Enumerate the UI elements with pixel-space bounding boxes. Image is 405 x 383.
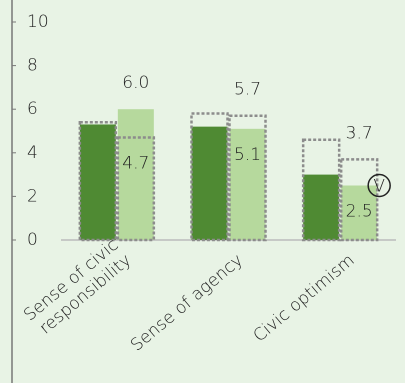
reference-outline xyxy=(190,112,229,242)
value-label: 6.0 xyxy=(122,73,149,93)
y-tick-label: 0 xyxy=(27,230,38,250)
value-label: 3.7 xyxy=(346,123,373,143)
reference-outline xyxy=(301,138,341,242)
bar xyxy=(117,109,154,240)
y-tick-label: 6 xyxy=(27,99,38,119)
reference-outline xyxy=(339,158,379,242)
value-label: 5.7 xyxy=(234,80,261,100)
bar xyxy=(191,126,228,240)
bar xyxy=(341,185,378,240)
annotation: V xyxy=(373,177,385,197)
value-label: 4.7 xyxy=(122,154,149,174)
annotation-circle xyxy=(367,173,391,198)
bar xyxy=(303,174,340,240)
value-label: 2.5 xyxy=(346,202,373,222)
y-tick-label: 10 xyxy=(27,12,49,32)
bar xyxy=(229,128,266,240)
y-tick-label: 4 xyxy=(27,143,38,163)
bar xyxy=(79,124,116,240)
y-tick-label: 2 xyxy=(27,186,38,206)
value-label: 5.1 xyxy=(234,145,261,165)
reference-outline xyxy=(78,121,118,242)
reference-outline xyxy=(228,114,267,242)
y-tick-label: 8 xyxy=(27,56,38,76)
reference-outline xyxy=(116,136,156,242)
